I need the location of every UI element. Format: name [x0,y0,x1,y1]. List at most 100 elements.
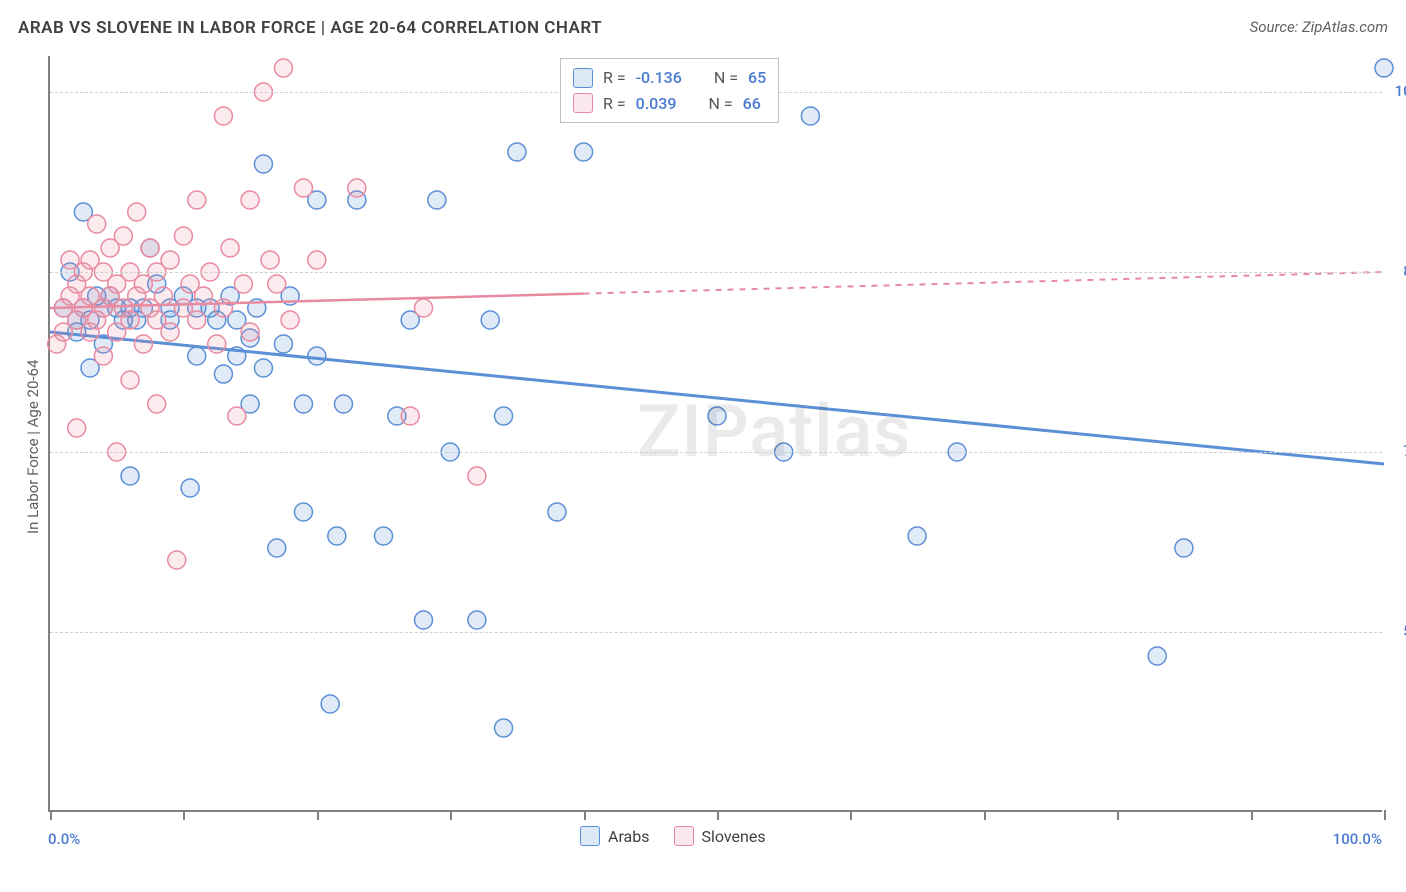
data-point-slovenes [261,251,279,269]
data-point-slovenes [208,335,226,353]
x-tick [450,810,452,820]
stat-n-value-slovenes: 66 [743,91,761,117]
data-point-slovenes [234,275,252,293]
x-tick [1251,810,1253,820]
data-point-slovenes [194,287,212,305]
data-point-slovenes [174,227,192,245]
stat-n-label: N = [714,65,738,91]
y-tick-label: 100.0% [1395,82,1406,100]
data-point-arabs [1148,647,1166,665]
data-point-slovenes [121,371,139,389]
stat-n-label: N = [708,91,732,117]
chart-title: ARAB VS SLOVENE IN LABOR FORCE | AGE 20-… [18,18,602,38]
data-point-arabs [308,347,326,365]
watermark-text: ZIPatlas [637,389,911,474]
legend-label-arabs: Arabs [608,827,650,846]
y-axis-label: In Labor Force | Age 20-64 [24,360,42,534]
stat-swatch-slovenes [573,93,593,113]
x-tick [317,810,319,820]
stat-row-slovenes: R = 0.039 N = 66 [573,91,766,117]
data-point-slovenes [188,311,206,329]
data-point-arabs [181,479,199,497]
data-point-arabs [495,719,513,737]
data-point-slovenes [214,299,232,317]
x-tick [50,810,52,820]
gridline [50,452,1382,453]
stat-r-label: R = [603,91,626,117]
data-point-slovenes [415,299,433,317]
data-point-slovenes [228,407,246,425]
data-point-slovenes [68,419,86,437]
plot-area: ZIPatlas 55.0%70.0%85.0%100.0% [48,56,1382,812]
data-point-slovenes [134,335,152,353]
data-point-arabs [801,107,819,125]
data-point-arabs [1375,59,1393,77]
gridline [50,272,1382,273]
legend-label-slovenes: Slovenes [702,827,766,846]
stat-row-arabs: R = -0.136 N = 65 [573,65,766,91]
data-point-arabs [214,365,232,383]
data-point-slovenes [274,59,292,77]
data-point-slovenes [188,191,206,209]
data-point-slovenes [141,239,159,257]
data-point-slovenes [161,251,179,269]
data-point-arabs [468,611,486,629]
data-point-arabs [495,407,513,425]
data-point-slovenes [241,323,259,341]
data-point-arabs [328,527,346,545]
data-point-arabs [321,695,339,713]
stat-swatch-arabs [573,68,593,88]
data-point-slovenes [281,311,299,329]
data-point-arabs [121,467,139,485]
data-point-arabs [254,359,272,377]
data-point-slovenes [121,311,139,329]
correlation-stat-box: R = -0.136 N = 65 R = 0.039 N = 66 [560,58,779,123]
data-point-slovenes [221,239,239,257]
x-tick [584,810,586,820]
data-point-slovenes [241,191,259,209]
x-axis-min-label: 0.0% [48,830,80,848]
legend-item-arabs: Arabs [580,826,650,846]
data-point-arabs [428,191,446,209]
x-tick [1117,810,1119,820]
stat-r-value-slovenes: 0.039 [636,91,677,117]
trend-line-slovenes-dashed [584,272,1384,294]
data-point-slovenes [161,323,179,341]
legend-swatch-arabs [580,826,600,846]
data-point-arabs [294,503,312,521]
data-point-arabs [268,539,286,557]
stat-n-value-arabs: 65 [748,65,766,91]
data-point-slovenes [401,407,419,425]
data-point-arabs [481,311,499,329]
legend-item-slovenes: Slovenes [674,826,766,846]
data-point-arabs [294,395,312,413]
data-point-arabs [415,611,433,629]
data-point-arabs [274,335,292,353]
x-tick [183,810,185,820]
x-tick [850,810,852,820]
data-point-slovenes [168,551,186,569]
source-label: Source: ZipAtlas.com [1250,18,1388,36]
data-point-slovenes [308,251,326,269]
stat-r-value-arabs: -0.136 [636,65,682,91]
data-point-arabs [575,143,593,161]
data-point-arabs [508,143,526,161]
data-point-arabs [375,527,393,545]
x-tick [1384,810,1386,820]
data-point-arabs [1175,539,1193,557]
data-point-slovenes [214,107,232,125]
data-point-arabs [254,155,272,173]
data-point-arabs [908,527,926,545]
data-point-slovenes [148,395,166,413]
gridline [50,632,1382,633]
data-point-slovenes [268,275,286,293]
x-tick [717,810,719,820]
series-legend: Arabs Slovenes [580,826,766,846]
data-point-slovenes [468,467,486,485]
data-point-slovenes [348,179,366,197]
stat-r-label: R = [603,65,626,91]
x-tick [984,810,986,820]
legend-swatch-slovenes [674,826,694,846]
data-point-arabs [548,503,566,521]
x-axis-max-label: 100.0% [1333,830,1382,848]
